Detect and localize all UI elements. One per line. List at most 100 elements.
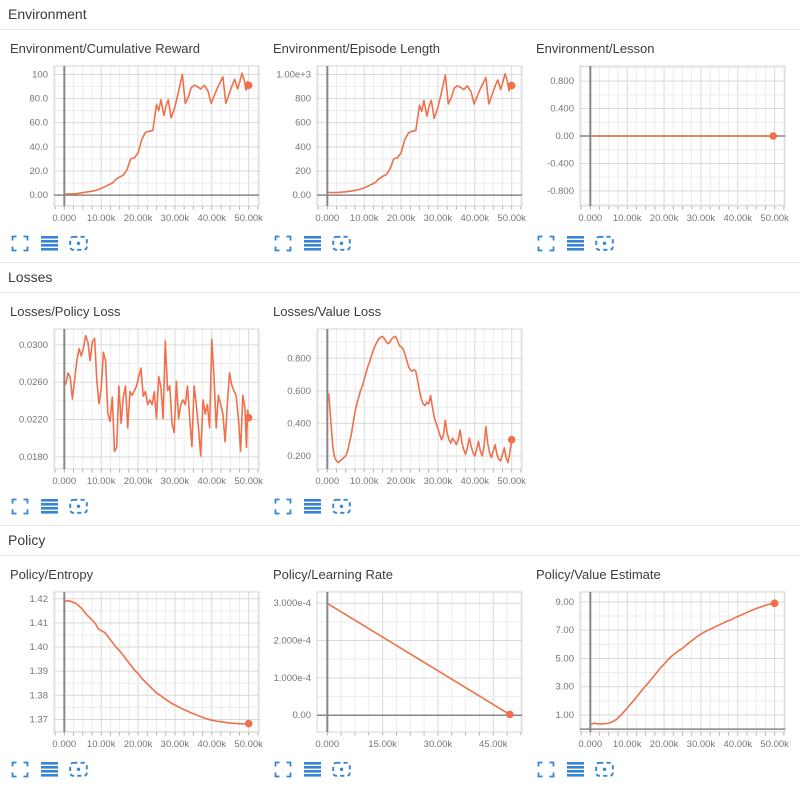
fit-to-data-icon [595, 235, 614, 251]
y-tick-label: 0.00 [556, 131, 575, 142]
chart-canvas-environment-episode-length[interactable]: 0.000 10.00k 20.00k 30.00k 40.00k 50.00k 0.00 2… [271, 58, 527, 230]
y-tick-label: 1.39 [30, 666, 49, 677]
chart-title: Policy/Entropy [10, 567, 94, 582]
cards-row: Losses/Policy Loss 0.000 10.00k 20.00k 30.00… [0, 293, 800, 525]
chart-card-losses-value-loss: Losses/Value Loss 0.000 10.00k 20.00k 30.00k… [271, 293, 534, 525]
axis-tick-labels: 0.000 10.00k 20.00k 30.00k 40.00k 50.00k 0.00 2… [30, 69, 264, 224]
expand-chart-button[interactable] [274, 235, 293, 252]
chart-title: Policy/Learning Rate [273, 567, 393, 582]
y-tick-label: 9.00 [556, 597, 575, 608]
plot-border [53, 591, 260, 733]
expand-icon [11, 235, 29, 251]
data-series-list-button[interactable] [566, 761, 585, 778]
section-losses: Losses Losses/Policy Loss 0.000 10.00k 20.00… [0, 262, 800, 525]
x-tick-label: 10.00k [87, 476, 116, 487]
x-tick-label: 20.00k [124, 476, 153, 487]
chart-toolbar [11, 233, 271, 253]
fit-domain-button[interactable] [332, 761, 351, 778]
x-tick-label: 40.00k [461, 213, 490, 224]
fit-domain-button[interactable] [69, 761, 88, 778]
data-series-list-button[interactable] [303, 761, 322, 778]
chart-card-policy-learning-rate: Policy/Learning Rate 0.000 15.00k 30.00k 45.… [271, 556, 534, 788]
chart-canvas-losses-policy-loss[interactable]: 0.000 10.00k 20.00k 30.00k 40.00k 50.00k 0.018… [8, 321, 264, 493]
data-series-list-button[interactable] [40, 235, 59, 252]
chart-canvas-policy-value-estimate[interactable]: 0.000 10.00k 20.00k 30.00k 40.00k 50.00k 1.00 3… [534, 584, 790, 756]
grid [317, 592, 522, 736]
chart-title: Environment/Episode Length [273, 41, 440, 56]
fit-domain-button[interactable] [595, 235, 614, 252]
horizontal-lines-icon [41, 498, 58, 514]
series-line [328, 335, 513, 464]
data-series-list-button[interactable] [303, 498, 322, 515]
horizontal-lines-icon [567, 761, 584, 777]
chart-canvas-policy-entropy[interactable]: 0.000 10.00k 20.00k 30.00k 40.00k 50.00k 1.37 1… [8, 584, 264, 756]
x-tick-label: 50.00k [497, 476, 526, 487]
y-tick-label: 0.800 [287, 353, 311, 364]
x-tick-label: 30.00k [687, 213, 716, 224]
expand-chart-button[interactable] [274, 761, 293, 778]
chart-canvas-policy-learning-rate[interactable]: 0.000 15.00k 30.00k 45.00k 0.00 1.000e-4 2.000… [271, 584, 527, 756]
fit-domain-button[interactable] [69, 498, 88, 515]
data-series-list-button[interactable] [40, 761, 59, 778]
y-tick-label: 1.00e+3 [276, 69, 311, 80]
expand-chart-button[interactable] [274, 498, 293, 515]
x-tick-label: 20.00k [124, 739, 153, 750]
chart-title: Environment/Cumulative Reward [10, 41, 201, 56]
chart-toolbar [274, 496, 534, 516]
chart-canvas-environment-cumulative-reward[interactable]: 0.000 10.00k 20.00k 30.00k 40.00k 50.00k 0.00 2… [8, 58, 264, 230]
expand-chart-button[interactable] [537, 235, 556, 252]
x-tick-label: 10.00k [350, 476, 379, 487]
x-tick-label: 0.000 [315, 739, 339, 750]
x-tick-label: 10.00k [87, 213, 116, 224]
y-tick-label: 20.0 [30, 166, 49, 177]
grid [54, 66, 259, 210]
y-tick-label: 0.0180 [19, 452, 48, 463]
chart-toolbar [537, 233, 797, 253]
y-tick-label: 0.400 [550, 104, 574, 115]
data-series-list-button[interactable] [40, 498, 59, 515]
fit-domain-button[interactable] [332, 498, 351, 515]
plot-border [316, 65, 523, 207]
x-tick-label: 30.00k [161, 213, 190, 224]
expand-chart-button[interactable] [537, 761, 556, 778]
y-tick-label: 1.40 [30, 642, 49, 653]
fit-domain-button[interactable] [595, 761, 614, 778]
y-tick-label: 600 [295, 118, 311, 129]
zero-axis-lines [317, 66, 522, 206]
expand-chart-button[interactable] [11, 235, 30, 252]
fit-to-data-icon [69, 235, 88, 251]
series-end-dot [244, 413, 253, 422]
section-title: Policy [8, 532, 46, 548]
y-tick-label: 0.0300 [19, 340, 48, 351]
fit-domain-button[interactable] [332, 235, 351, 252]
y-tick-label: 3.000e-4 [273, 598, 311, 609]
plot-border [53, 65, 260, 207]
y-tick-label: -0.800 [547, 186, 574, 197]
x-tick-label: 40.00k [198, 739, 227, 750]
x-tick-label: 10.00k [350, 213, 379, 224]
x-tick-label: 20.00k [124, 213, 153, 224]
data-series-list-button[interactable] [303, 235, 322, 252]
chart-canvas-environment-lesson[interactable]: 0.000 10.00k 20.00k 30.00k 40.00k 50.00k -0.80… [534, 58, 790, 230]
data-series-list-button[interactable] [566, 235, 585, 252]
expand-chart-button[interactable] [11, 761, 30, 778]
chart-canvas-losses-value-loss[interactable]: 0.000 10.00k 20.00k 30.00k 40.00k 50.00k 0.200… [271, 321, 527, 493]
expand-icon [537, 761, 555, 777]
grid [580, 66, 785, 210]
y-tick-label: 800 [295, 94, 311, 105]
x-tick-label: 20.00k [650, 739, 679, 750]
x-tick-label: 50.00k [760, 739, 789, 750]
y-tick-label: 1.42 [30, 594, 49, 605]
fit-domain-button[interactable] [69, 235, 88, 252]
series-end-dot [244, 81, 253, 90]
y-tick-label: 0.200 [287, 451, 311, 462]
expand-icon [274, 761, 292, 777]
series-line [328, 603, 511, 716]
y-tick-label: 1.00 [556, 710, 575, 721]
horizontal-lines-icon [41, 235, 58, 251]
expand-chart-button[interactable] [11, 498, 30, 515]
y-tick-label: 0.00 [293, 710, 312, 721]
section-environment: Environment Environment/Cumulative Reward… [0, 0, 800, 262]
expand-icon [11, 498, 29, 514]
y-tick-label: 40.0 [30, 142, 49, 153]
